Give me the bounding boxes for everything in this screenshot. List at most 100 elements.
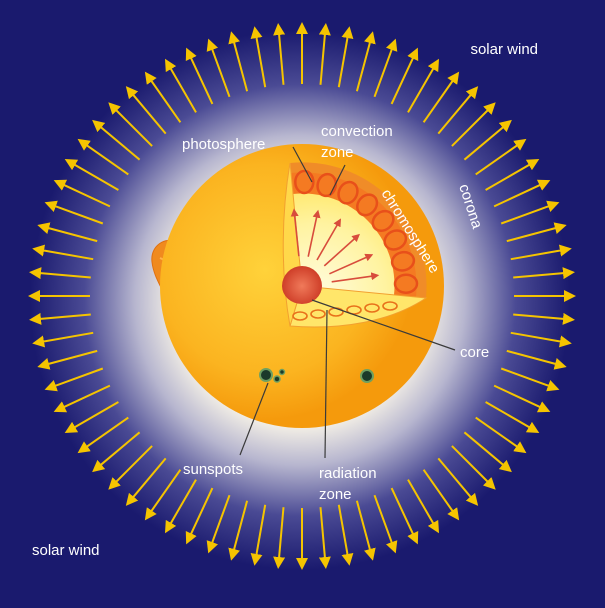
solar-wind-arrow <box>463 119 512 161</box>
solar-wind-arrow <box>92 431 141 473</box>
solar-wind-arrow <box>510 244 572 261</box>
solar-wind-arrow <box>513 312 575 325</box>
radiation-zone-area <box>293 193 395 295</box>
solar-wind-arrow <box>108 445 153 490</box>
solar-wind-arrow <box>355 31 376 92</box>
solar-wind-arrow <box>32 244 94 261</box>
solar-wind-arrows <box>28 22 576 570</box>
convection-cell <box>383 229 408 251</box>
solar-wind-arrow <box>373 494 398 554</box>
label-convection-line1: convection <box>321 123 393 140</box>
solar-wind-arrow <box>53 179 111 208</box>
solar-wind-arrow <box>44 200 104 225</box>
solar-wind-arrow <box>318 23 331 85</box>
solar-wind-arrow <box>185 487 214 545</box>
solar-wind-arrow <box>125 457 167 506</box>
solar-wind-arrow <box>29 267 91 280</box>
label-solar-wind-bottom: solar wind <box>32 542 100 559</box>
solar-wind-arrow <box>44 367 104 392</box>
solar-wind-arrow <box>500 200 560 225</box>
solar-wind-arrow <box>250 504 267 566</box>
convection-cell <box>382 301 398 311</box>
label-convection-line2: zone <box>321 144 354 161</box>
solar-wind-arrow <box>206 38 231 98</box>
label-solar-wind-top: solar wind <box>470 41 538 58</box>
solar-wind-arrow <box>165 479 197 534</box>
solar-wind-arrow <box>390 487 419 545</box>
solar-wind-arrow <box>506 349 567 370</box>
sunspots-group <box>259 368 374 383</box>
solar-wind-arrow <box>437 457 479 506</box>
convection-cells <box>292 169 419 321</box>
convection-cell <box>294 169 315 195</box>
photosphere-leader <box>292 146 313 183</box>
solar-wind-arrow <box>165 58 197 113</box>
solar-wind-arrow <box>390 47 419 105</box>
solar-wind-arrow <box>493 384 551 413</box>
radiation-arrows <box>290 208 380 283</box>
convection-cell <box>310 309 326 319</box>
solar-wind-arrow <box>337 26 354 88</box>
solar-wind-arrow <box>53 384 111 413</box>
solar-wind-arrow <box>37 349 98 370</box>
solar-wind-arrow <box>437 86 479 135</box>
solar-wind-arrow <box>500 367 560 392</box>
solar-wind-arrow <box>144 469 182 521</box>
solar-wind-arrow <box>422 71 460 123</box>
label-radiation-line2: zone <box>319 486 352 503</box>
solar-wind-arrow <box>64 159 119 191</box>
solar-wind-arrow <box>493 179 551 208</box>
convection-cell <box>316 172 338 198</box>
radiation-arrow <box>329 253 374 275</box>
sunspot <box>278 368 286 376</box>
radiation-arrow <box>316 218 342 261</box>
solar-wind-arrow <box>37 222 98 243</box>
solar-wind-arrow <box>273 23 286 85</box>
radiation-arrow <box>323 233 360 267</box>
solar-wind-arrow <box>185 47 214 105</box>
label-photosphere: photosphere <box>182 136 265 153</box>
label-sunspots: sunspots <box>183 461 243 478</box>
solar-wind-arrow <box>29 312 91 325</box>
convection-cell <box>356 193 379 217</box>
solar-wind-arrow <box>485 159 540 191</box>
radiation-arrow <box>331 272 380 283</box>
core-leader <box>311 299 456 351</box>
solar-wind-arrow <box>228 500 249 561</box>
convection-cell <box>292 311 308 321</box>
solar-wind-arrow <box>355 500 376 561</box>
solar-wind-arrow <box>77 416 129 454</box>
label-core: core <box>460 344 489 361</box>
solar-wind-arrow <box>144 71 182 123</box>
solar-wind-arrow <box>513 267 575 280</box>
solar-wind-arrow <box>407 479 439 534</box>
convection-cell <box>346 305 362 315</box>
radiation-leader <box>324 309 328 459</box>
convection-cell <box>371 209 395 232</box>
radiation-arrow <box>307 209 321 257</box>
solar-wind-arrow <box>373 38 398 98</box>
sunspots-leader <box>239 382 269 456</box>
leader-lines <box>239 146 456 459</box>
solar-wind-arrow <box>206 494 231 554</box>
solar-wind-arrow <box>475 416 527 454</box>
sunspot <box>360 369 374 383</box>
solar-wind-arrow <box>32 331 94 348</box>
sun-core <box>282 266 322 304</box>
sunspot <box>273 375 281 383</box>
solar-wind-arrow <box>510 331 572 348</box>
solar-wind-arrow <box>108 102 153 147</box>
solar-wind-arrow <box>451 445 496 490</box>
solar-wind-arrow <box>506 222 567 243</box>
solar-wind-arrow <box>77 138 129 176</box>
convection-cell <box>337 180 359 205</box>
convection-cell <box>364 303 380 313</box>
solar-wind-arrow <box>475 138 527 176</box>
solar-wind-arrow <box>125 86 167 135</box>
solar-wind-arrow <box>250 26 267 88</box>
solar-wind-arrow <box>337 504 354 566</box>
convection-leader <box>329 164 346 196</box>
convection-cell <box>393 273 419 294</box>
solar-wind-arrow <box>485 401 540 433</box>
